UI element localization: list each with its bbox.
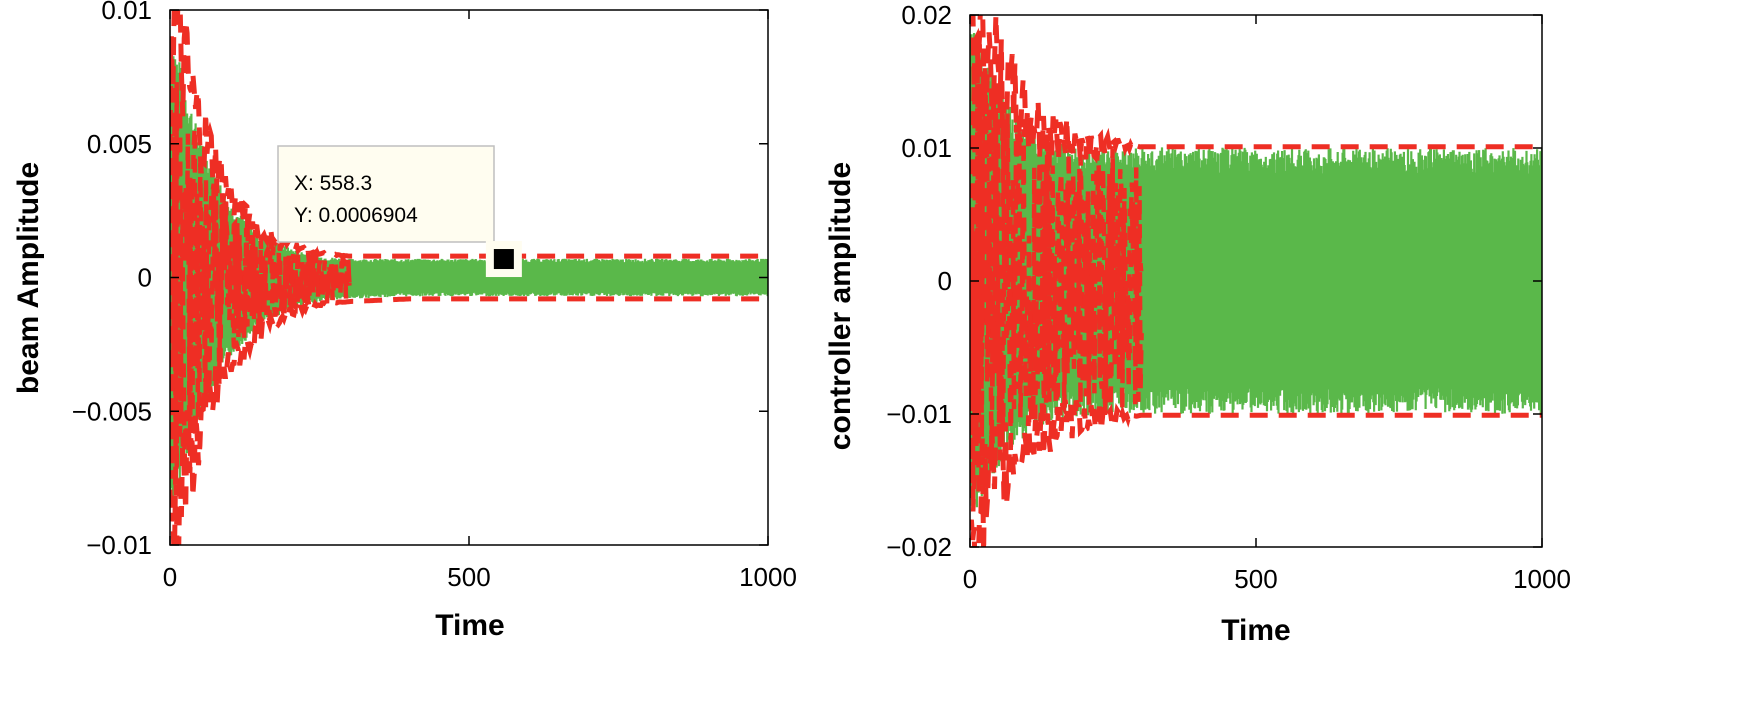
datatip-box xyxy=(277,145,495,243)
controller-y-tick-label: 0.01 xyxy=(901,133,952,163)
beam-x-axis-title: Time xyxy=(435,609,504,642)
beam-y-tick-label: 0.005 xyxy=(87,129,152,159)
controller-amplitude-chart: 0 500 1000 0.02 0.01 0 −0.01 −0.02 Time control… xyxy=(824,0,1571,647)
beam-x-tick-label: 0 xyxy=(163,562,177,592)
beam-ticks: 0 500 1000 0.01 0.005 0 −0.005 −0.01 xyxy=(72,0,797,592)
datatip[interactable]: X: 558.3 Y: 0.0006904 xyxy=(277,145,522,278)
datatip-x-text: X: 558.3 xyxy=(294,172,372,195)
controller-plot-data xyxy=(970,15,1542,547)
beam-y-tick-label: 0.01 xyxy=(101,0,152,25)
beam-y-tick-label: −0.005 xyxy=(72,396,152,426)
controller-y-tick-label: −0.01 xyxy=(886,399,952,429)
controller-bound-transient-line xyxy=(970,44,1144,471)
beam-y-axis-title: beam Amplitude xyxy=(12,162,45,394)
controller-y-tick-label: 0 xyxy=(938,266,952,296)
controller-y-tick-label: 0.02 xyxy=(901,0,952,30)
beam-bound-lower-line xyxy=(170,296,768,545)
controller-ticks: 0 500 1000 0.02 0.01 0 −0.01 −0.02 xyxy=(886,0,1571,594)
controller-x-tick-label: 500 xyxy=(1234,564,1277,594)
datatip-marker[interactable] xyxy=(493,249,514,270)
controller-x-axis-title: Time xyxy=(1221,614,1290,647)
controller-x-tick-label: 1000 xyxy=(1513,564,1571,594)
datatip-y-text: Y: 0.0006904 xyxy=(294,204,418,227)
beam-x-tick-label: 1000 xyxy=(739,562,797,592)
beam-x-tick-label: 500 xyxy=(447,562,490,592)
beam-bound-transient-line xyxy=(170,127,352,479)
beam-bound-upper-line xyxy=(170,10,768,259)
controller-y-axis-title: controller amplitude xyxy=(824,162,857,450)
beam-plot-data xyxy=(170,10,768,545)
beam-y-tick-label: 0 xyxy=(138,263,152,293)
controller-y-tick-label: −0.02 xyxy=(886,532,952,562)
beam-amplitude-chart: 0 500 1000 0.01 0.005 0 −0.005 −0.01 Time beam … xyxy=(12,0,797,642)
controller-x-tick-label: 0 xyxy=(963,564,977,594)
beam-y-tick-label: −0.01 xyxy=(86,530,152,560)
controller-bound-lower-line xyxy=(970,399,1542,547)
controller-bound-upper-line xyxy=(970,15,1542,164)
